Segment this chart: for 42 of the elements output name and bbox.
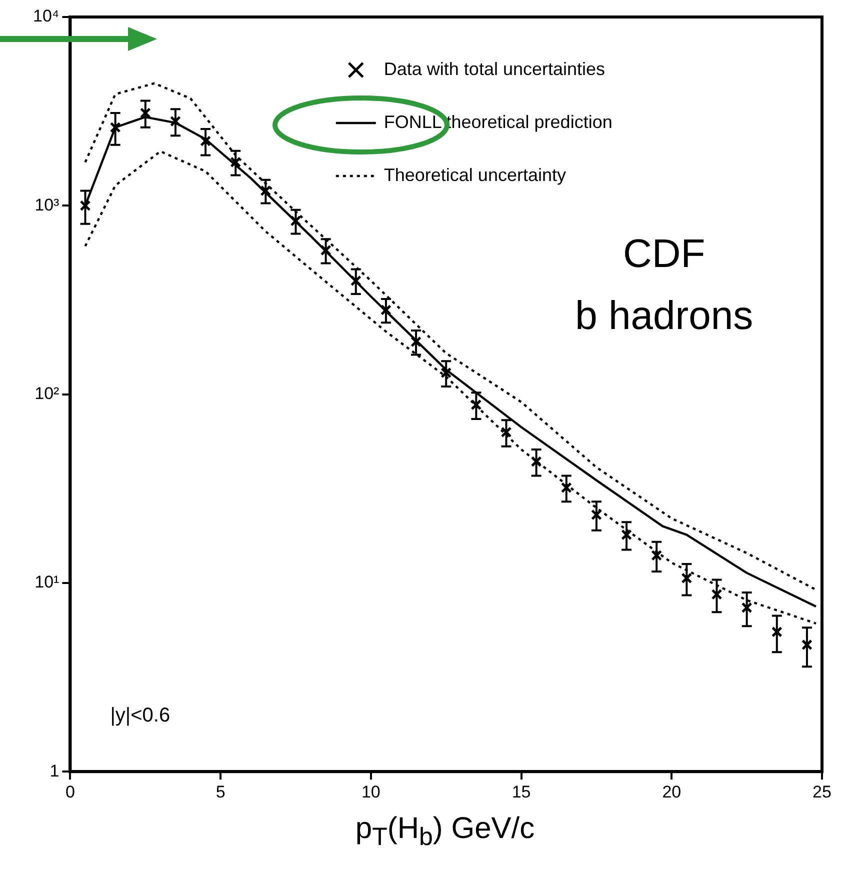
point (771, 626, 782, 638)
x-axis-title: p$_{T}$(H$_{b}$) GeV/c (354, 812, 536, 852)
point (320, 244, 332, 256)
legend-label: Theoretical uncertainty (384, 164, 566, 185)
point (621, 529, 632, 540)
point (80, 200, 91, 212)
x-tick-label: 0 (65, 782, 75, 802)
x-tick-label: 10 (361, 782, 380, 802)
y-tick-label: 10¹ (34, 572, 60, 592)
y-tick-label: 10³ (34, 195, 60, 214)
point (230, 156, 242, 168)
x-tick-label: 5 (216, 782, 226, 802)
legend-label: Data with total uncertainties (384, 58, 606, 79)
point (200, 136, 212, 147)
point (290, 215, 302, 226)
point (530, 456, 542, 468)
point (560, 482, 572, 494)
point (110, 122, 121, 133)
point (651, 550, 662, 561)
point (590, 509, 602, 520)
point (741, 602, 752, 614)
x-tick-label: 15 (512, 782, 531, 802)
point (260, 185, 272, 196)
y-tick-label: 10⁴ (32, 6, 60, 26)
x-tick-label: 20 (662, 782, 682, 802)
point (470, 399, 482, 410)
point (170, 116, 181, 127)
y-tick-label: 10² (34, 384, 60, 403)
legend-label: FONLL theoretical prediction (384, 112, 612, 132)
y-tick-label: 1 (50, 761, 60, 780)
point (711, 588, 722, 600)
point (440, 367, 452, 378)
point (350, 275, 362, 286)
point (500, 426, 512, 438)
point (410, 336, 422, 348)
point (380, 304, 392, 316)
point (681, 572, 692, 584)
annotation: |y|<0.6 (110, 704, 170, 727)
point (140, 107, 151, 118)
point (801, 639, 812, 650)
annotation: CDF b hadrons (575, 232, 754, 338)
x-tick-label: 25 (812, 782, 832, 802)
